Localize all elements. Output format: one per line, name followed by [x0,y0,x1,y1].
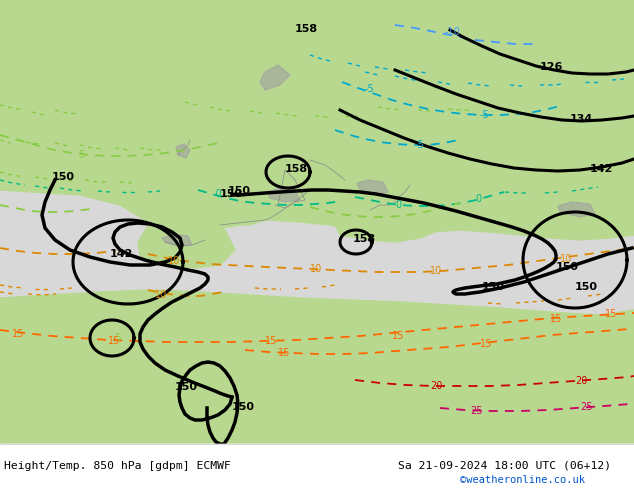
Text: 15: 15 [278,348,290,358]
Polygon shape [0,0,634,240]
Text: 158: 158 [285,164,308,174]
Polygon shape [192,180,275,225]
Polygon shape [558,202,595,217]
Polygon shape [270,125,310,208]
Text: 15: 15 [550,314,562,324]
Polygon shape [160,140,195,180]
Text: 20: 20 [575,376,587,386]
Text: 150: 150 [556,262,579,272]
Text: 25: 25 [470,406,482,416]
Text: 0: 0 [395,200,401,210]
Text: 10: 10 [310,264,322,274]
Text: 15: 15 [265,336,278,346]
Polygon shape [176,144,190,158]
Text: 150: 150 [175,382,198,392]
Text: 15: 15 [108,336,120,346]
Bar [0,444,634,490]
Polygon shape [138,212,235,268]
Text: -10: -10 [445,27,461,37]
Text: 15: 15 [392,331,404,341]
Text: 150: 150 [52,172,75,182]
Text: 15: 15 [12,329,24,339]
Text: 126: 126 [540,62,564,72]
Text: 25: 25 [580,402,593,412]
Polygon shape [0,85,60,120]
Text: 134: 134 [570,114,593,124]
Text: -5: -5 [365,84,375,94]
Text: Height/Temp. 850 hPa [gdpm] ECMWF: Height/Temp. 850 hPa [gdpm] ECMWF [4,461,231,471]
Text: 10: 10 [155,290,167,300]
Text: 150: 150 [482,282,505,292]
Text: ©weatheronline.co.uk: ©weatheronline.co.uk [460,475,585,485]
Text: 15: 15 [480,339,493,349]
Text: -5: -5 [415,140,425,150]
Text: 142: 142 [590,164,613,174]
Text: 0: 0 [475,194,481,204]
Text: 10: 10 [168,256,180,266]
Polygon shape [357,180,388,195]
Bar [0,444,634,490]
Text: 150: 150 [575,282,598,292]
Text: 150: 150 [232,402,255,412]
Text: -5: -5 [480,110,489,120]
Text: -0: -0 [213,189,223,199]
Text: 20: 20 [430,381,443,391]
Text: 10: 10 [430,266,443,276]
Polygon shape [0,20,80,60]
Polygon shape [268,188,300,202]
Text: -5: -5 [112,333,122,343]
Polygon shape [335,202,445,242]
Text: 10: 10 [560,254,573,264]
Text: 5: 5 [78,150,84,160]
Text: 142: 142 [110,249,133,259]
Polygon shape [387,180,412,205]
Polygon shape [155,118,172,137]
Polygon shape [448,192,590,225]
Text: 150: 150 [228,186,251,196]
Text: Sa 21-09-2024 18:00 UTC (06+12): Sa 21-09-2024 18:00 UTC (06+12) [398,461,611,471]
Text: 150: 150 [220,189,243,199]
Polygon shape [0,290,634,444]
Polygon shape [162,234,192,246]
Text: 15: 15 [605,309,618,319]
Text: 158: 158 [295,24,318,34]
Text: 158: 158 [353,234,376,244]
Polygon shape [0,60,160,145]
Polygon shape [260,65,290,90]
Polygon shape [250,40,330,110]
